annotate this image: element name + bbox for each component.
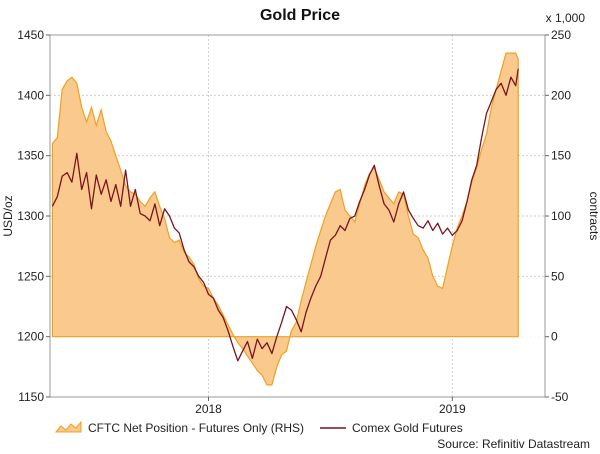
y-left-tick-label: 1450	[17, 28, 44, 42]
y-left-tick-label: 1350	[17, 149, 44, 163]
y-left-tick-label: 1250	[17, 269, 44, 283]
y-right-tick-label: 250	[551, 28, 571, 42]
y-left-tick-label: 1200	[17, 330, 44, 344]
y-right-tick-label: 150	[551, 149, 571, 163]
y-axis-left: 1150 1200 1250 1300 1350 1400 1450	[17, 28, 50, 404]
line-series-layer	[51, 68, 519, 362]
y-left-tick-label: 1300	[17, 209, 44, 223]
legend-label-comex: Comex Gold Futures	[352, 421, 463, 435]
x-tick-label: 2018	[195, 402, 222, 416]
y-axis-right-label: contracts	[587, 192, 600, 241]
comex-gold-futures-line	[51, 68, 519, 362]
legend: CFTC Net Position - Futures Only (RHS) C…	[54, 420, 463, 435]
y-axis-right: -50 0 50 100 150 200 250	[545, 28, 571, 404]
legend-label-cftc: CFTC Net Position - Futures Only (RHS)	[88, 421, 304, 435]
y-right-tick-label: 200	[551, 88, 571, 102]
y-right-tick-label: -50	[551, 390, 569, 404]
y-right-tick-label: 50	[551, 269, 565, 283]
x-tick-label: 2019	[439, 402, 466, 416]
area-series-layer	[51, 52, 519, 386]
x-axis: 2018 2019	[195, 397, 466, 416]
y-right-tick-label: 0	[551, 330, 558, 344]
cftc-net-position-area	[51, 52, 519, 386]
legend-swatch-area	[54, 420, 82, 433]
y-left-tick-label: 1150	[18, 390, 44, 404]
source-note: Source: Refinitiv Datastream	[437, 437, 590, 451]
y-left-tick-label: 1400	[17, 88, 44, 102]
right-axis-multiplier: x 1,000	[546, 11, 586, 25]
chart-title: Gold Price	[260, 7, 340, 24]
y-right-tick-label: 100	[551, 209, 571, 223]
y-axis-left-label: USD/oz	[1, 195, 15, 236]
